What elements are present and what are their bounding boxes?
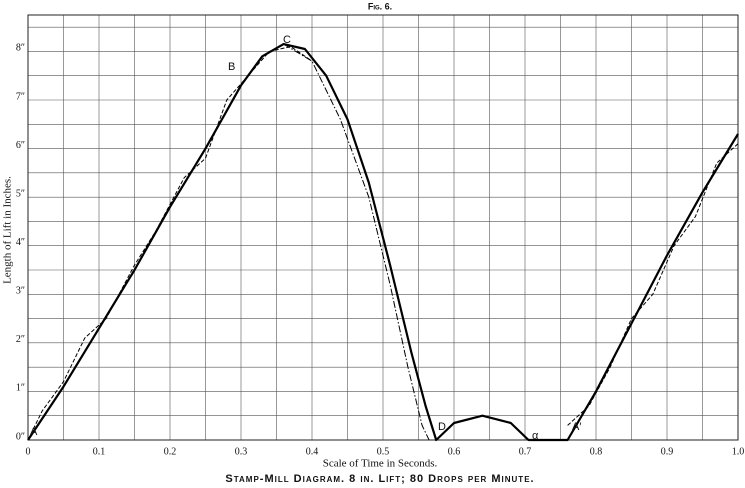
x-tick-label: 0.5	[377, 446, 390, 457]
x-tick-label: 0.6	[448, 446, 461, 457]
x-tick-label: 0.4	[306, 446, 319, 457]
annotation: D	[438, 421, 446, 433]
series-line	[283, 43, 430, 441]
plot-frame	[27, 14, 739, 441]
x-tick-label: 0.3	[235, 446, 248, 457]
x-tick-label: 1.0	[732, 446, 745, 457]
x-axis-label: Scale of Time in Seconds.	[323, 458, 438, 470]
y-tick-label: 8″	[16, 43, 25, 54]
y-tick-label: 1″	[16, 383, 25, 394]
y-tick-label: 4″	[16, 237, 25, 248]
y-tick-label: 5″	[16, 188, 25, 199]
annotation: A′	[572, 421, 581, 433]
y-tick-label: 3″	[16, 286, 25, 297]
caption: Stamp-Mill Diagram. 8 in. Lift; 80 Drops…	[225, 473, 534, 485]
x-tick-label: 0.1	[93, 446, 106, 457]
x-tick-label: 0.2	[164, 446, 177, 457]
y-tick-label: 6″	[16, 140, 25, 151]
series-line	[27, 46, 739, 441]
x-tick-label: 0.7	[519, 446, 532, 457]
x-tick-label: 0	[26, 446, 31, 457]
annotation: α	[532, 430, 539, 442]
y-tick-label: 7″	[16, 91, 25, 102]
y-tick-label: 0″	[16, 431, 25, 442]
y-tick-label: 2″	[16, 334, 25, 345]
x-tick-label: 0.9	[661, 446, 674, 457]
annotation: A	[30, 426, 38, 438]
chart-title: Fig. 6.	[368, 1, 392, 11]
annotation: B	[228, 61, 235, 73]
x-tick-label: 0.8	[590, 446, 603, 457]
y-axis-label: Length of Lift in Inches.	[2, 176, 14, 284]
annotation: C	[283, 34, 291, 46]
